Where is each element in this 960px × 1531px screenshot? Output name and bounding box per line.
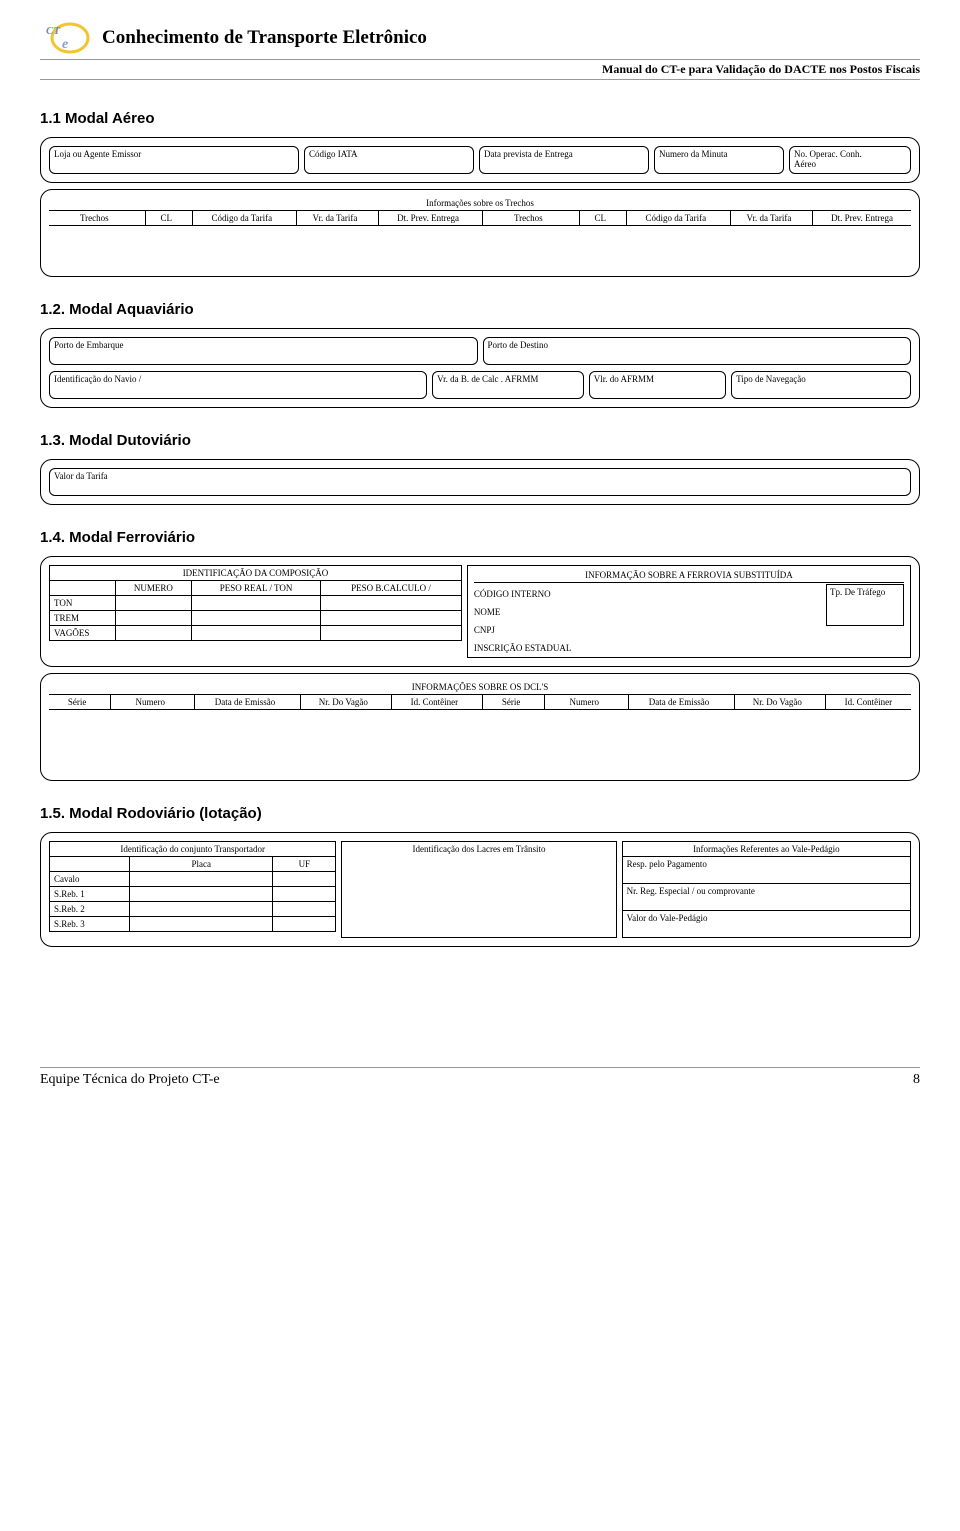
col-dt-prev-2: Dt. Prev. Entrega xyxy=(812,211,911,225)
field-valor-vale: Valor do Vale-Pedágio xyxy=(623,911,910,937)
ident-conjunto-table: Identificação do conjunto Transportador … xyxy=(49,841,336,938)
ident-conj-title: Identificação do conjunto Transportador xyxy=(50,842,336,857)
vale-pedagio-box: Informações Referentes ao Vale-Pedágio R… xyxy=(622,841,911,938)
aereo-box2: Informações sobre os Trechos Trechos CL … xyxy=(40,189,920,277)
field-porto-destino: Porto de Destino xyxy=(483,337,912,365)
field-vr-bcalc: Vr. da B. de Calc . AFRMM xyxy=(432,371,584,399)
ident-composicao-title: IDENTIFICAÇÃO DA COMPOSIÇÃO xyxy=(50,566,462,581)
row-trem: TREM xyxy=(50,611,116,626)
field-no-operac: No. Operac. Conh. Aéreo xyxy=(789,146,911,174)
field-tipo-navegacao: Tipo de Navegação xyxy=(731,371,911,399)
field-data-prev-entrega: Data prevista de Entrega xyxy=(479,146,649,174)
field-lacres-transito: Identificação dos Lacres em Trânsito xyxy=(341,841,616,938)
dcl-numero-1: Numero xyxy=(110,695,189,709)
row-sreb2: S.Reb. 2 xyxy=(50,902,130,917)
ferro-box1: IDENTIFICAÇÃO DA COMPOSIÇÃO NUMERO PESO … xyxy=(40,556,920,667)
field-porto-embarque: Porto de Embarque xyxy=(49,337,478,365)
ident-composicao-table: IDENTIFICAÇÃO DA COMPOSIÇÃO NUMERO PESO … xyxy=(49,565,462,658)
col-trechos-2: Trechos xyxy=(482,211,574,225)
col-cod-tarifa-2: Código da Tarifa xyxy=(626,211,725,225)
row-ton: TON xyxy=(50,596,116,611)
row-inscricao: INSCRIÇÃO ESTADUAL xyxy=(474,643,904,653)
section-1-4-title: 1.4. Modal Ferroviário xyxy=(40,529,920,546)
aereo-box1: Loja ou Agente Emissor Código IATA Data … xyxy=(40,137,920,183)
dcl-data-2: Data de Emissão xyxy=(628,695,729,709)
field-codigo-iata: Código IATA xyxy=(304,146,474,174)
col-vr-tarifa-2: Vr. da Tarifa xyxy=(730,211,808,225)
duto-box: Valor da Tarifa xyxy=(40,459,920,505)
dcl-vagao-2: Nr. Do Vagão xyxy=(734,695,820,709)
col-trechos-1: Trechos xyxy=(49,211,140,225)
row-sreb3: S.Reb. 3 xyxy=(50,917,130,932)
field-tp-trafego: Tp. De Tráfego xyxy=(826,584,904,626)
col-dt-prev-1: Dt. Prev. Entrega xyxy=(378,211,477,225)
vale-title: Informações Referentes ao Vale-Pedágio xyxy=(623,842,910,857)
field-ident-navio: Identificação do Navio / xyxy=(49,371,427,399)
lacres-title: Identificação dos Lacres em Trânsito xyxy=(346,844,611,854)
footer-left: Equipe Técnica do Projeto CT-e xyxy=(40,1072,220,1088)
field-vlr-afrmm: Vlr. do AFRMM xyxy=(589,371,726,399)
svg-text:e: e xyxy=(62,37,68,52)
field-numero-minuta: Numero da Minuta xyxy=(654,146,784,174)
field-loja-emissor: Loja ou Agente Emissor xyxy=(49,146,299,174)
rodo-box: Identificação do conjunto Transportador … xyxy=(40,832,920,947)
section-1-1-title: 1.1 Modal Aéreo xyxy=(40,110,920,127)
ferro-box2-dcl: INFORMAÇÕES SOBRE OS DCL'S Série Numero … xyxy=(40,673,920,781)
dcl-title: INFORMAÇÕES SOBRE OS DCL'S xyxy=(49,682,911,692)
doc-title: Conhecimento de Transporte Eletrônico xyxy=(102,27,427,49)
dcl-cont-1: Id. Contêiner xyxy=(391,695,477,709)
row-cavalo: Cavalo xyxy=(50,872,130,887)
dcl-serie-2: Série xyxy=(482,695,539,709)
section-1-2-title: 1.2. Modal Aquaviário xyxy=(40,301,920,318)
col-cl-2: CL xyxy=(579,211,621,225)
field-resp-pagamento: Resp. pelo Pagamento xyxy=(623,857,910,884)
section-1-5-title: 1.5. Modal Rodoviário (lotação) xyxy=(40,805,920,822)
col-peso-real: PESO REAL / TON xyxy=(191,581,320,596)
doc-subtitle: Manual do CT-e para Validação do DACTE n… xyxy=(40,62,920,80)
col-placa: Placa xyxy=(130,857,273,872)
section-1-3-title: 1.3. Modal Dutoviário xyxy=(40,432,920,449)
col-numero: NUMERO xyxy=(115,581,191,596)
col-cl-1: CL xyxy=(145,211,187,225)
svg-text:CT: CT xyxy=(46,25,61,37)
aqua-box: Porto de Embarque Porto de Destino Ident… xyxy=(40,328,920,408)
dcl-vagao-1: Nr. Do Vagão xyxy=(300,695,386,709)
label-info-trechos: Informações sobre os Trechos xyxy=(49,198,911,208)
col-cod-tarifa-1: Código da Tarifa xyxy=(192,211,291,225)
cte-logo: CTe xyxy=(40,20,90,55)
label-aereo: Aéreo xyxy=(794,159,816,169)
ferrovia-substituida-box: INFORMAÇÃO SOBRE A FERROVIA SUBSTITUÍDA … xyxy=(467,565,911,658)
col-peso-calc: PESO B.CALCULO / xyxy=(321,581,462,596)
row-vagoes: VAGÕES xyxy=(50,626,116,641)
col-vr-tarifa-1: Vr. da Tarifa xyxy=(296,211,374,225)
dcl-cont-2: Id. Contêiner xyxy=(825,695,911,709)
label-no-operac: No. Operac. Conh. xyxy=(794,149,862,159)
row-sreb1: S.Reb. 1 xyxy=(50,887,130,902)
col-uf: UF xyxy=(273,857,336,872)
dcl-data-1: Data de Emissão xyxy=(194,695,295,709)
dcl-serie-1: Série xyxy=(49,695,105,709)
page-number: 8 xyxy=(913,1072,920,1088)
ferrovia-subst-title: INFORMAÇÃO SOBRE A FERROVIA SUBSTITUÍDA xyxy=(474,570,904,580)
row-cnpj: CNPJ xyxy=(474,625,904,635)
field-nr-reg: Nr. Reg. Especial / ou comprovante xyxy=(623,884,910,911)
field-valor-tarifa: Valor da Tarifa xyxy=(49,468,911,496)
dcl-numero-2: Numero xyxy=(544,695,623,709)
